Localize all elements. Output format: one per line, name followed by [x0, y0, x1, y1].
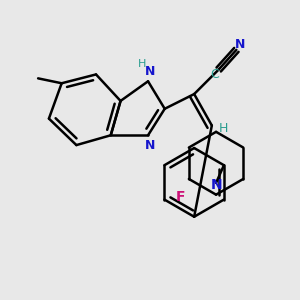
- Text: F: F: [176, 190, 185, 204]
- Text: H: H: [219, 122, 228, 135]
- Text: C: C: [210, 68, 219, 81]
- Text: N: N: [235, 38, 245, 52]
- Text: H: H: [138, 58, 146, 69]
- Text: N: N: [145, 139, 155, 152]
- Text: N: N: [210, 178, 222, 192]
- Text: N: N: [145, 65, 155, 78]
